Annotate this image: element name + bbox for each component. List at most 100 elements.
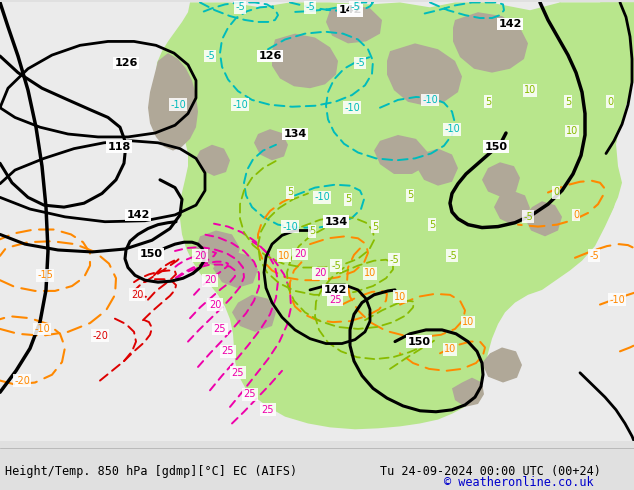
Polygon shape — [196, 145, 230, 176]
Text: 5: 5 — [345, 195, 351, 204]
Text: 25: 25 — [222, 346, 234, 356]
Text: 0: 0 — [573, 210, 579, 220]
Text: -10: -10 — [282, 221, 298, 232]
Text: -5: -5 — [447, 251, 457, 261]
Text: -5: -5 — [589, 251, 599, 261]
Text: 25: 25 — [232, 368, 244, 378]
Text: -10: -10 — [314, 193, 330, 202]
Text: 5: 5 — [565, 97, 571, 107]
Text: 5: 5 — [429, 220, 435, 230]
Text: 10: 10 — [364, 269, 376, 278]
Text: 5: 5 — [309, 226, 315, 237]
Text: -5: -5 — [350, 2, 360, 12]
Polygon shape — [482, 162, 520, 197]
Text: 5: 5 — [485, 97, 491, 107]
Text: 25: 25 — [214, 324, 226, 334]
Text: 10: 10 — [462, 317, 474, 327]
Text: 142: 142 — [498, 19, 522, 29]
Text: 134: 134 — [325, 217, 347, 227]
Text: © weatheronline.co.uk: © weatheronline.co.uk — [444, 476, 593, 489]
Polygon shape — [374, 135, 428, 174]
Polygon shape — [453, 12, 528, 73]
Text: 20: 20 — [131, 290, 143, 300]
Text: 126: 126 — [258, 51, 281, 61]
Text: 0: 0 — [607, 97, 613, 107]
Text: 10: 10 — [444, 344, 456, 354]
Text: 142: 142 — [323, 285, 347, 295]
Text: 142: 142 — [339, 5, 361, 15]
Text: 20: 20 — [204, 275, 216, 285]
Text: 134: 134 — [283, 129, 307, 139]
Text: -5: -5 — [305, 2, 315, 12]
Text: Height/Temp. 850 hPa [gdmp][°C] EC (AIFS): Height/Temp. 850 hPa [gdmp][°C] EC (AIFS… — [5, 465, 297, 478]
Text: 126: 126 — [114, 58, 138, 68]
Text: 126: 126 — [258, 51, 281, 61]
Text: 134: 134 — [325, 217, 347, 227]
Text: 10: 10 — [524, 85, 536, 95]
Polygon shape — [524, 201, 562, 236]
Polygon shape — [494, 191, 530, 224]
Text: -20: -20 — [14, 375, 30, 386]
Text: -10: -10 — [444, 124, 460, 134]
Text: 134: 134 — [283, 129, 307, 139]
Polygon shape — [254, 129, 288, 160]
Polygon shape — [600, 2, 634, 61]
Text: -5: -5 — [331, 261, 341, 270]
Text: 5: 5 — [407, 191, 413, 200]
Text: 142: 142 — [323, 285, 347, 295]
Polygon shape — [416, 148, 458, 186]
Text: 142: 142 — [126, 210, 150, 220]
Text: -5: -5 — [523, 212, 533, 222]
Text: -15: -15 — [37, 270, 53, 280]
Polygon shape — [158, 102, 190, 139]
Polygon shape — [148, 53, 198, 150]
Text: 142: 142 — [339, 5, 361, 15]
Text: 25: 25 — [329, 294, 341, 305]
Text: 25: 25 — [262, 405, 275, 415]
Text: -10: -10 — [34, 324, 50, 334]
Text: -5: -5 — [355, 58, 365, 68]
Text: -10: -10 — [170, 100, 186, 110]
Polygon shape — [272, 34, 338, 88]
Text: 118: 118 — [107, 142, 131, 152]
Text: -10: -10 — [232, 100, 248, 110]
Text: 10: 10 — [566, 126, 578, 136]
Text: -20: -20 — [92, 331, 108, 341]
Text: 150: 150 — [484, 142, 507, 152]
Polygon shape — [387, 44, 462, 106]
Polygon shape — [156, 2, 628, 429]
Text: 10: 10 — [394, 292, 406, 302]
Polygon shape — [482, 347, 522, 383]
Text: 20: 20 — [314, 269, 326, 278]
Text: 25: 25 — [243, 389, 256, 399]
Text: 20: 20 — [294, 249, 306, 259]
Text: Tu 24-09-2024 00:00 UTC (00+24): Tu 24-09-2024 00:00 UTC (00+24) — [380, 465, 601, 478]
Text: 5: 5 — [287, 188, 293, 197]
Text: 20: 20 — [194, 251, 206, 261]
Text: -5: -5 — [205, 51, 215, 61]
Polygon shape — [232, 295, 276, 332]
Text: 150: 150 — [139, 249, 162, 259]
Text: 126: 126 — [114, 58, 138, 68]
Text: 142: 142 — [126, 210, 150, 220]
Text: -5: -5 — [389, 255, 399, 265]
Text: 0: 0 — [553, 188, 559, 197]
Text: 150: 150 — [139, 249, 162, 259]
Polygon shape — [452, 378, 484, 407]
Text: 150: 150 — [484, 142, 507, 152]
Text: 118: 118 — [107, 142, 131, 152]
Text: 150: 150 — [408, 337, 430, 346]
Polygon shape — [213, 252, 258, 288]
Text: -10: -10 — [609, 294, 625, 305]
Text: -10: -10 — [422, 95, 438, 105]
Text: 142: 142 — [498, 19, 522, 29]
Text: -5: -5 — [235, 2, 245, 12]
Text: 10: 10 — [278, 251, 290, 261]
Text: 20: 20 — [209, 299, 221, 310]
Polygon shape — [505, 2, 634, 256]
Text: 5: 5 — [372, 221, 378, 232]
Text: 150: 150 — [408, 337, 430, 346]
Polygon shape — [196, 230, 240, 268]
Polygon shape — [326, 4, 382, 44]
Text: -10: -10 — [344, 103, 360, 113]
